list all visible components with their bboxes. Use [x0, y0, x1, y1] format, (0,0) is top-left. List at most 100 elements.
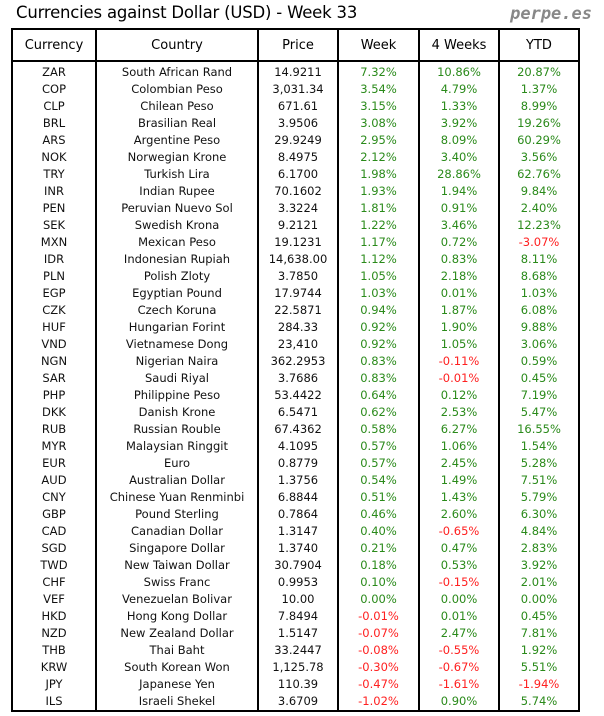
four-week-change: 28.86% [418, 166, 500, 183]
week-change: 0.94% [337, 302, 420, 319]
ytd-change: 5.47% [498, 404, 580, 421]
country-name: Swiss Franc [95, 574, 259, 591]
ytd-change: 7.51% [498, 472, 580, 489]
price: 1.3147 [257, 523, 339, 540]
week-change: 0.57% [337, 438, 420, 455]
currency-code: VEF [11, 591, 97, 608]
price: 4.1095 [257, 438, 339, 455]
currency-code: HUF [11, 319, 97, 336]
four-week-change: 3.92% [418, 115, 500, 132]
four-week-change: -0.15% [418, 574, 500, 591]
table-row: ZAR South African Rand 14.9211 7.32% 10.86% 2… [11, 61, 580, 81]
ytd-change: 12.23% [498, 217, 580, 234]
four-week-change: 0.83% [418, 251, 500, 268]
price: 0.8779 [257, 455, 339, 472]
four-week-change: 3.40% [418, 149, 500, 166]
currency-code: CNY [11, 489, 97, 506]
currency-code: VND [11, 336, 97, 353]
ytd-change: 2.01% [498, 574, 580, 591]
price: 362.2953 [257, 353, 339, 370]
table-row: DKK Danish Krone 6.5471 0.62% 2.53% 5.47% [11, 404, 580, 421]
country-name: Singapore Dollar [95, 540, 259, 557]
price: 29.9249 [257, 132, 339, 149]
week-change: 0.10% [337, 574, 420, 591]
country-name: Thai Baht [95, 642, 259, 659]
four-week-change: 0.01% [418, 608, 500, 625]
currency-code: CLP [11, 98, 97, 115]
table-row: GBP Pound Sterling 0.7864 0.46% 2.60% 6.30% [11, 506, 580, 523]
price: 19.1231 [257, 234, 339, 251]
table-row: SAR Saudi Riyal 3.7686 0.83% -0.01% 0.45% [11, 370, 580, 387]
country-name: Danish Krone [95, 404, 259, 421]
ytd-change: 6.30% [498, 506, 580, 523]
country-name: Norwegian Krone [95, 149, 259, 166]
four-week-change: 4.79% [418, 81, 500, 98]
four-week-change: -1.61% [418, 676, 500, 693]
ytd-change: 16.55% [498, 421, 580, 438]
currency-code: THB [11, 642, 97, 659]
header-week: Week [337, 28, 420, 62]
ytd-change: 1.03% [498, 285, 580, 302]
week-change: 1.22% [337, 217, 420, 234]
country-name: Canadian Dollar [95, 523, 259, 540]
price: 10.00 [257, 591, 339, 608]
currency-code: CZK [11, 302, 97, 319]
currency-code: JPY [11, 676, 97, 693]
week-change: -0.01% [337, 608, 420, 625]
currency-code: SGD [11, 540, 97, 557]
currency-code: GBP [11, 506, 97, 523]
table-row: HKD Hong Kong Dollar 7.8494 -0.01% 0.01% 0.45… [11, 608, 580, 625]
four-week-change: 2.53% [418, 404, 500, 421]
price: 14.9211 [257, 61, 339, 81]
country-name: Venezuelan Bolivar [95, 591, 259, 608]
ytd-change: 0.45% [498, 608, 580, 625]
ytd-change: 8.11% [498, 251, 580, 268]
currency-code: TWD [11, 557, 97, 574]
four-week-change: -0.67% [418, 659, 500, 676]
country-name: Euro [95, 455, 259, 472]
currency-code: NZD [11, 625, 97, 642]
header-row: Currency Country Price Week 4 Weeks YTD [11, 28, 580, 62]
week-change: 0.51% [337, 489, 420, 506]
four-week-change: 0.12% [418, 387, 500, 404]
table-row: HUF Hungarian Forint 284.33 0.92% 1.90% 9.88% [11, 319, 580, 336]
price: 67.4362 [257, 421, 339, 438]
four-week-change: 6.27% [418, 421, 500, 438]
currency-code: EUR [11, 455, 97, 472]
table-row: ARS Argentine Peso 29.9249 2.95% 8.09% 60.29% [11, 132, 580, 149]
country-name: Peruvian Nuevo Sol [95, 200, 259, 217]
four-week-change: 10.86% [418, 61, 500, 81]
price: 53.4422 [257, 387, 339, 404]
table-row: MYR Malaysian Ringgit 4.1095 0.57% 1.06% 1.54… [11, 438, 580, 455]
week-change: 1.12% [337, 251, 420, 268]
country-name: Turkish Lira [95, 166, 259, 183]
ytd-change: 0.00% [498, 591, 580, 608]
country-name: Swedish Krona [95, 217, 259, 234]
table-row: NOK Norwegian Krone 8.4975 2.12% 3.40% 3.56% [11, 149, 580, 166]
country-name: Chilean Peso [95, 98, 259, 115]
ytd-change: 7.81% [498, 625, 580, 642]
four-week-change: -0.01% [418, 370, 500, 387]
price: 6.5471 [257, 404, 339, 421]
ytd-change: 20.87% [498, 61, 580, 81]
country-name: Nigerian Naira [95, 353, 259, 370]
price: 1.3756 [257, 472, 339, 489]
week-change: 1.98% [337, 166, 420, 183]
ytd-change: 6.08% [498, 302, 580, 319]
currency-code: DKK [11, 404, 97, 421]
week-change: 0.83% [337, 370, 420, 387]
table-row: CZK Czech Koruna 22.5871 0.94% 1.87% 6.08% [11, 302, 580, 319]
table-row: CNY Chinese Yuan Renminbi 6.8844 0.51% 1.43%… [11, 489, 580, 506]
week-change: 0.62% [337, 404, 420, 421]
week-change: 0.54% [337, 472, 420, 489]
four-week-change: 0.72% [418, 234, 500, 251]
ytd-change: 5.28% [498, 455, 580, 472]
price: 3,031.34 [257, 81, 339, 98]
header-country: Country [95, 28, 259, 62]
ytd-change: 1.92% [498, 642, 580, 659]
price: 6.8844 [257, 489, 339, 506]
week-change: 0.83% [337, 353, 420, 370]
table-row: IDR Indonesian Rupiah 14,638.00 1.12% 0.83% 8… [11, 251, 580, 268]
currency-code: PHP [11, 387, 97, 404]
country-name: Indian Rupee [95, 183, 259, 200]
